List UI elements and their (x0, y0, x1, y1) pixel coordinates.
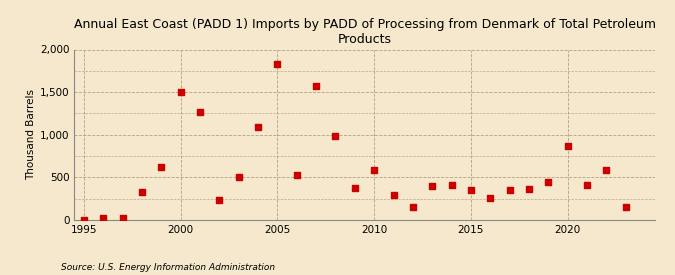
Text: Source: U.S. Energy Information Administration: Source: U.S. Energy Information Administ… (61, 263, 275, 272)
Point (543, 179, 554, 184)
Point (234, 175, 244, 180)
Y-axis label: Thousand Barrels: Thousand Barrels (26, 89, 36, 180)
Point (194, 109, 205, 114)
Point (524, 187, 535, 191)
Point (117, 216, 128, 221)
Point (562, 144, 573, 148)
Point (98, 216, 109, 221)
Point (310, 84, 321, 88)
Point (156, 164, 167, 169)
Point (427, 184, 437, 188)
Point (136, 190, 147, 194)
Point (176, 90, 186, 94)
Point (601, 167, 612, 172)
Point (388, 193, 399, 197)
Point (369, 167, 379, 172)
Point (408, 205, 418, 209)
Point (350, 186, 360, 191)
Point (446, 183, 457, 187)
Point (620, 205, 631, 209)
Point (466, 188, 477, 192)
Point (504, 188, 515, 192)
Point (485, 196, 495, 200)
Point (330, 133, 341, 138)
Point (252, 125, 263, 129)
Point (582, 183, 593, 187)
Point (78, 217, 89, 222)
Point (214, 197, 225, 202)
Title: Annual East Coast (PADD 1) Imports by PADD of Processing from Denmark of Total P: Annual East Coast (PADD 1) Imports by PA… (74, 18, 655, 46)
Point (292, 173, 302, 177)
Point (272, 62, 283, 66)
